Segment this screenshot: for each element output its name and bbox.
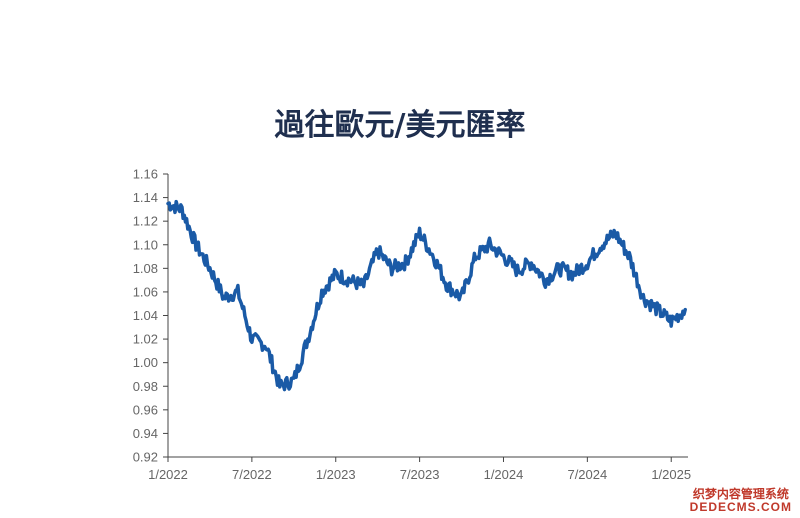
y-axis: 0.92 0.94 0.96 0.98 1.00 1.02 1.04 1.06 1.08 1.10…	[133, 167, 169, 465]
x-tick-label: 1/2022	[148, 467, 188, 482]
y-tick-label: 1.02	[133, 332, 158, 347]
watermark-text-en: DEDECMS.COM	[689, 499, 792, 514]
y-tick-label: 1.14	[133, 190, 158, 205]
y-tick-label: 1.08	[133, 261, 158, 276]
y-tick-label: 0.94	[133, 426, 158, 441]
x-axis: 1/2022 7/2022 1/2023 7/2023 1/2024 7/2024 1/20…	[148, 456, 691, 482]
x-tick-label: 1/2025	[651, 467, 691, 482]
watermark: 织梦内容管理系统 DEDECMS.COM	[689, 486, 792, 514]
chart-title: 過往歐元/美元匯率	[274, 108, 526, 143]
x-tick-label: 7/2023	[400, 467, 440, 482]
x-tick-label: 7/2024	[567, 467, 607, 482]
y-tick-label: 0.92	[133, 450, 158, 465]
eur-usd-line	[166, 199, 687, 392]
x-tick-label: 1/2023	[316, 467, 356, 482]
y-tick-label: 1.10	[133, 237, 158, 252]
y-tick-label: 1.04	[133, 308, 158, 323]
y-tick-label: 0.98	[133, 379, 158, 394]
y-tick-label: 1.12	[133, 214, 158, 229]
y-tick-label: 1.06	[133, 284, 158, 299]
y-tick-label: 1.16	[133, 167, 158, 182]
x-tick-label: 1/2024	[484, 467, 524, 482]
y-tick-label: 1.00	[133, 355, 158, 370]
x-tick-label: 7/2022	[232, 467, 272, 482]
series-eur-usd	[166, 199, 687, 392]
y-tick-label: 0.96	[133, 402, 158, 417]
watermark-text-cn: 织梦内容管理系统	[692, 486, 789, 501]
